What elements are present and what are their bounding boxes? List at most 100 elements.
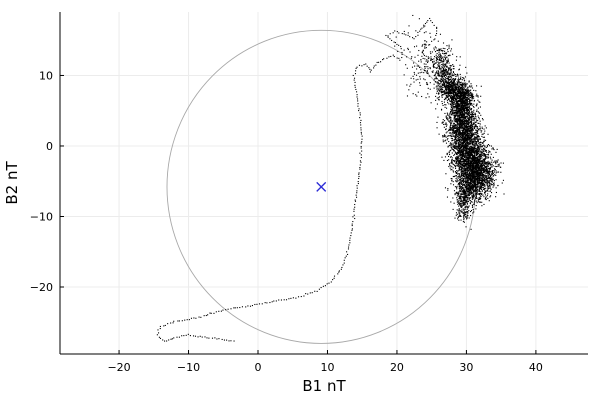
cloud-point [462, 155, 464, 157]
cloud-point [454, 131, 456, 134]
cloud-point [437, 70, 439, 72]
cloud-point [425, 31, 427, 33]
cloud-point [468, 117, 470, 119]
cloud-point [454, 130, 456, 132]
cloud-point [454, 95, 456, 97]
cloud-point [440, 78, 442, 80]
cloud-point [440, 74, 443, 76]
trajectory-point [285, 299, 288, 301]
cloud-point [464, 83, 466, 85]
cloud-point [474, 113, 477, 115]
cloud-point [484, 145, 486, 147]
cloud-point [407, 48, 409, 51]
cloud-point [441, 93, 443, 96]
cloud-point [462, 161, 464, 163]
cloud-point [463, 132, 465, 134]
cloud-point [458, 104, 460, 106]
cloud-point [446, 92, 448, 94]
cloud-point [450, 143, 452, 146]
cloud-point [445, 123, 447, 125]
cloud-point [424, 40, 426, 42]
cloud-point [462, 127, 464, 129]
cloud-point [454, 98, 456, 100]
cloud-point [478, 136, 480, 138]
cloud-point [451, 75, 453, 77]
cloud-point [463, 157, 465, 159]
cloud-point [456, 152, 458, 154]
cloud-point [465, 127, 467, 129]
cloud-point [451, 139, 453, 141]
cloud-point [458, 69, 460, 71]
cloud-point [465, 142, 468, 144]
cloud-point [459, 114, 461, 116]
trajectory-point [338, 271, 340, 273]
cloud-point [453, 80, 455, 82]
trajectory-point [440, 61, 442, 63]
trajectory-point [157, 329, 159, 331]
cloud-point [470, 145, 472, 147]
cloud-point [469, 95, 471, 97]
cloud-point [466, 102, 468, 104]
cloud-point [472, 118, 474, 120]
cloud-point [463, 77, 465, 79]
cloud-point [442, 52, 444, 54]
cloud-point [466, 184, 468, 186]
cloud-point [467, 103, 469, 105]
cloud-point [464, 155, 466, 157]
cloud-point [457, 129, 459, 131]
cloud-point [459, 131, 461, 133]
cloud-point [473, 163, 475, 165]
cloud-point [469, 154, 471, 156]
cloud-point [467, 164, 469, 166]
cloud-point [424, 79, 426, 81]
trajectory-point [423, 26, 425, 28]
cloud-point [458, 112, 460, 114]
trajectory-point [424, 47, 426, 49]
cloud-point [479, 125, 481, 127]
cloud-point [450, 106, 452, 109]
cloud-point [478, 142, 480, 144]
cloud-point [466, 135, 468, 137]
trajectory-point [188, 319, 190, 321]
cloud-point [489, 167, 491, 169]
trajectory-point [360, 157, 362, 159]
trajectory-point [351, 228, 353, 230]
cloud-point [457, 137, 460, 139]
cloud-point [474, 161, 476, 163]
cloud-point [453, 65, 455, 67]
trajectory-point [399, 59, 401, 61]
cloud-point [443, 61, 445, 63]
cloud-point [468, 163, 470, 165]
trajectory-point [361, 135, 363, 137]
cloud-point [460, 97, 462, 99]
cloud-point [448, 47, 450, 49]
cloud-point [472, 113, 474, 115]
cloud-point [464, 127, 466, 129]
trajectory-point [431, 21, 433, 24]
cloud-point [473, 190, 475, 192]
cloud-point [474, 148, 476, 150]
cloud-point [471, 95, 473, 97]
cloud-point [451, 81, 454, 83]
cloud-point [458, 80, 460, 83]
trajectory-point [352, 221, 354, 223]
cloud-point [477, 161, 479, 163]
cloud-point [453, 117, 455, 119]
trajectory-point [353, 214, 355, 216]
cloud-point [477, 99, 479, 101]
cloud-point [474, 132, 476, 134]
trajectory-point [373, 67, 375, 69]
cloud-point [450, 109, 452, 111]
cloud-point [452, 71, 454, 73]
cloud-point [457, 75, 459, 77]
trajectory-point [164, 340, 166, 342]
cloud-point [457, 144, 459, 146]
cloud-point [459, 77, 462, 80]
cloud-point [448, 117, 450, 119]
cloud-point [461, 151, 463, 154]
cloud-point [496, 148, 498, 150]
cloud-point [452, 74, 454, 76]
cloud-point [415, 74, 418, 76]
cloud-point [443, 72, 445, 74]
cloud-point [468, 169, 470, 171]
